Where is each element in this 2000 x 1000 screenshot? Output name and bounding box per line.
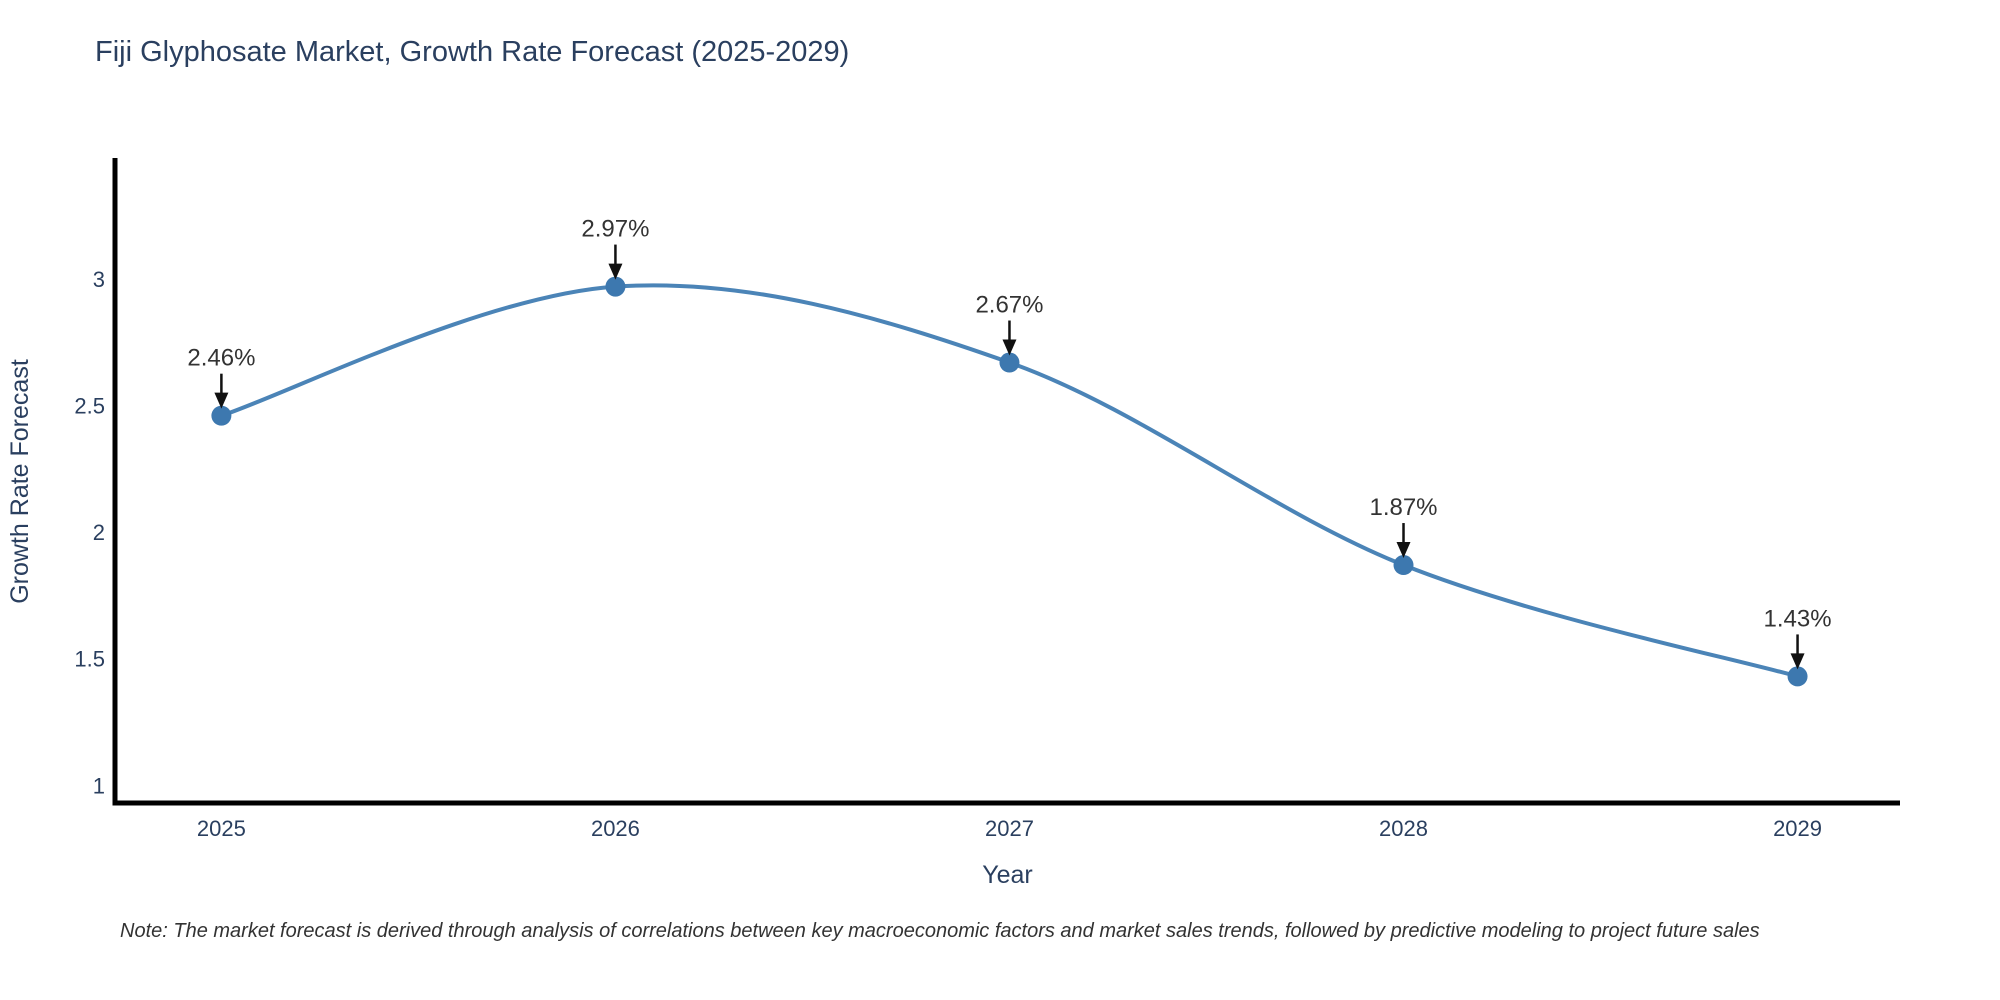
annotation-arrowhead-icon [214, 392, 229, 409]
data-point-2029 [1787, 666, 1808, 687]
x-axis-title: Year [982, 861, 1033, 889]
annotation-label: 2.46% [187, 345, 255, 372]
annotation-label: 1.43% [1764, 605, 1832, 632]
annotation-label: 2.67% [975, 292, 1043, 319]
footnote-text: Note: The market forecast is derived thr… [120, 920, 1760, 942]
annotation-arrowhead-icon [1002, 339, 1017, 356]
x-tick-label: 2029 [1773, 816, 1822, 841]
y-axis-title: Growth Rate Forecast [6, 359, 34, 604]
annotation-label: 1.87% [1369, 494, 1437, 521]
y-tick-label: 2 [93, 520, 105, 545]
data-point-2025 [211, 405, 232, 426]
x-tick-label: 2028 [1379, 816, 1428, 841]
data-point-2027 [999, 352, 1020, 373]
chart-title: Fiji Glyphosate Market, Growth Rate Fore… [95, 36, 850, 68]
y-tick-label: 1.5 [74, 647, 105, 672]
x-tick-label: 2027 [985, 816, 1034, 841]
y-tick-label: 3 [93, 267, 105, 292]
annotation-label: 2.97% [581, 216, 649, 243]
x-tick-label: 2025 [197, 816, 246, 841]
annotation-arrowhead-icon [1396, 542, 1411, 559]
data-point-2026 [605, 276, 626, 297]
y-tick-label: 2.5 [74, 394, 105, 419]
data-point-2028 [1393, 555, 1414, 576]
annotation-arrowhead-icon [608, 263, 623, 280]
y-tick-label: 1 [93, 773, 105, 798]
annotation-arrowhead-icon [1790, 653, 1805, 670]
x-tick-label: 2026 [591, 816, 640, 841]
